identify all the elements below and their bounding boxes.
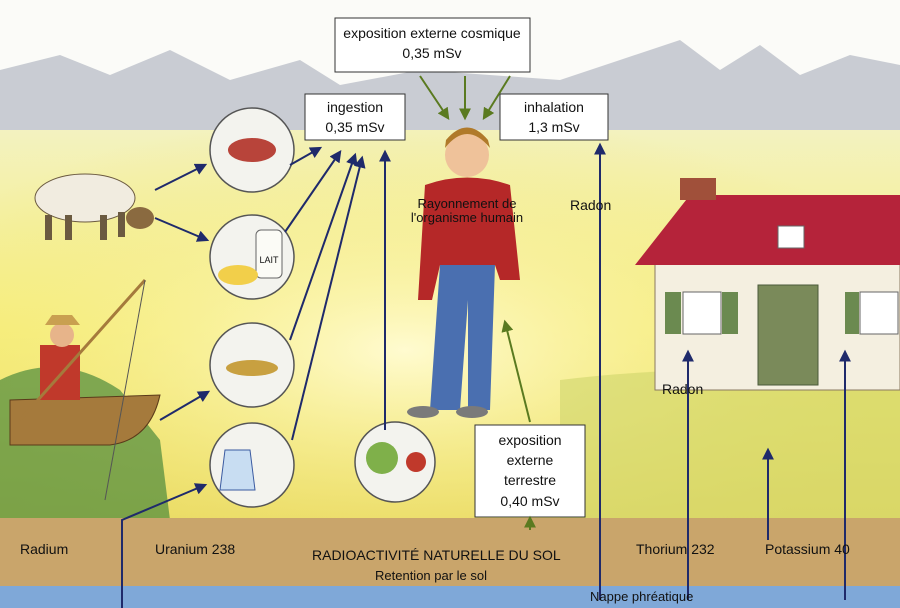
soil-label: Uranium 238 — [155, 541, 235, 557]
cosmic-label: exposition externe cosmique — [343, 25, 521, 41]
radon-label: Radon — [570, 197, 611, 213]
ingestion-label: ingestion — [327, 99, 383, 115]
soil-title: RADIOACTIVITÉ NATURELLE DU SOL — [312, 547, 561, 563]
cosmic-dose: 0,35 mSv — [402, 45, 461, 61]
terrestrial-label: exposition — [498, 432, 561, 448]
body-label: Rayonnement de — [417, 196, 516, 211]
soil-label: Radium — [20, 541, 68, 557]
milk-label: LAIT — [259, 255, 279, 265]
lettuce — [366, 442, 398, 474]
illustration: LAIT — [0, 0, 900, 608]
tomato — [406, 452, 426, 472]
meat — [228, 138, 276, 162]
milk-bottle — [256, 230, 282, 278]
body-label: l'organisme humain — [411, 210, 523, 225]
fish — [226, 360, 278, 376]
soil-label: Potassium 40 — [765, 541, 850, 557]
groundwater-label: Nappe phréatique — [590, 589, 693, 604]
soil-subtitle: Retention par le sol — [375, 568, 487, 583]
inhalation-dose: 1,3 mSv — [528, 119, 579, 135]
ingestion-dose: 0,35 mSv — [325, 119, 384, 135]
terrestrial-label: externe — [507, 452, 554, 468]
inhalation-label: inhalation — [524, 99, 584, 115]
cheese — [218, 265, 258, 285]
groundwater — [0, 586, 900, 608]
terrestrial-label: terrestre — [504, 472, 556, 488]
soil-label: Thorium 232 — [636, 541, 715, 557]
terrestrial-dose: 0,40 mSv — [500, 493, 559, 509]
radon-label: Radon — [662, 381, 703, 397]
carafe — [220, 450, 255, 490]
grass — [560, 370, 900, 520]
